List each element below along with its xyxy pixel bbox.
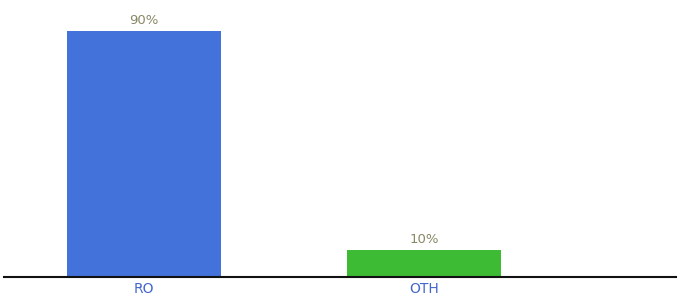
Text: 10%: 10% <box>409 232 439 246</box>
Text: 90%: 90% <box>129 14 159 27</box>
Bar <box>347 250 501 277</box>
Bar <box>67 32 221 277</box>
